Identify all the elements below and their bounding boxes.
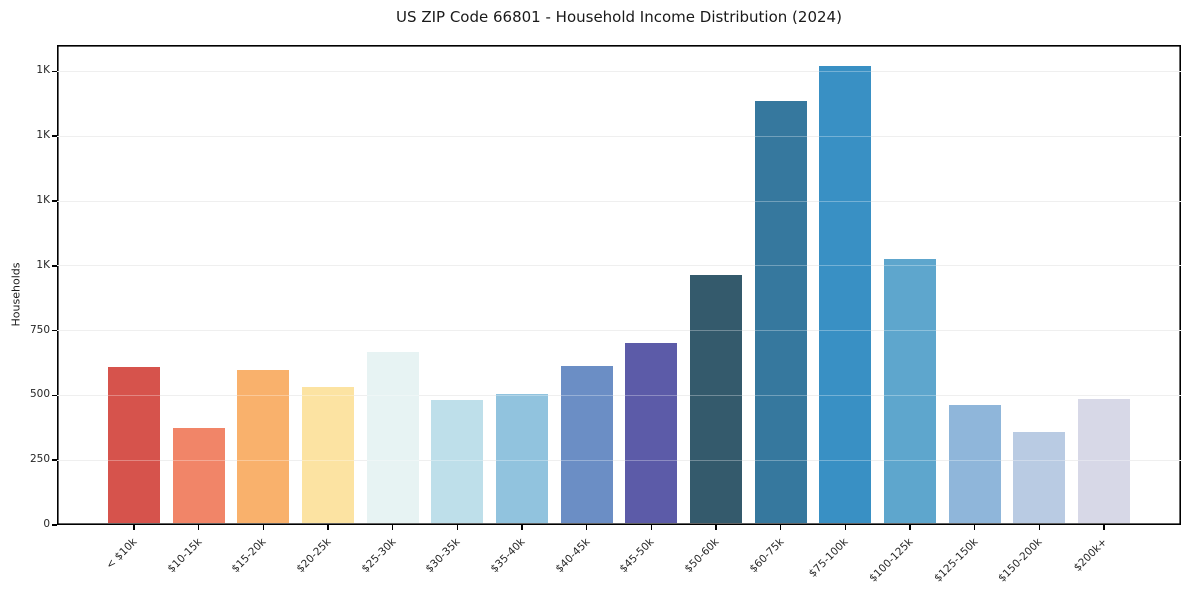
x-axis-tick-mark — [197, 525, 200, 530]
gridline — [57, 330, 1181, 332]
gridline-overlay — [57, 265, 1181, 267]
x-axis-tick-mark — [650, 525, 653, 530]
bar — [819, 65, 872, 524]
bar — [884, 259, 937, 524]
y-tick-label: 0 — [43, 518, 50, 530]
x-axis-tick-mark — [521, 525, 523, 530]
y-axis-tick-mark — [52, 459, 57, 461]
x-axis-tick-mark — [585, 525, 588, 530]
y-tick-label: 250 — [29, 453, 50, 466]
gridline-overlay — [57, 135, 1181, 137]
x-axis-tick-mark — [1103, 525, 1105, 530]
x-axis-tick-mark — [262, 525, 265, 530]
y-axis-tick-mark — [52, 524, 57, 526]
bar — [690, 274, 743, 524]
bar — [431, 399, 484, 524]
y-axis-tick-mark — [52, 329, 57, 332]
x-axis-tick-mark — [973, 525, 976, 530]
y-tick-label: 500 — [29, 388, 50, 401]
gridline — [57, 265, 1181, 267]
plot-area — [57, 45, 1181, 525]
chart-title: US ZIP Code 66801 - Household Income Dis… — [396, 8, 842, 26]
y-axis-tick-mark — [52, 394, 57, 397]
gridline-overlay — [57, 200, 1181, 202]
bar — [108, 366, 160, 524]
bar — [366, 352, 419, 524]
x-axis-tick-mark — [779, 525, 782, 530]
bar — [172, 427, 225, 524]
gridline — [57, 200, 1181, 202]
bar — [302, 386, 354, 524]
bar — [625, 343, 678, 524]
x-axis-tick-mark — [456, 525, 459, 530]
gridline-overlay — [57, 70, 1181, 72]
gridline — [57, 70, 1181, 72]
bar — [948, 405, 1001, 524]
bar — [560, 365, 613, 524]
x-axis-tick-mark — [909, 525, 911, 530]
y-axis-tick-mark — [52, 135, 57, 137]
x-axis-tick-mark — [327, 525, 329, 530]
bar — [237, 369, 290, 524]
bar — [496, 393, 549, 524]
gridline — [57, 459, 1181, 461]
x-axis-tick-mark — [391, 525, 394, 530]
y-tick-label: 1K — [36, 194, 50, 207]
y-tick-label: 1K — [36, 258, 50, 271]
y-tick-label: 1K — [36, 129, 50, 142]
bar — [1078, 399, 1131, 524]
gridline — [57, 394, 1181, 396]
y-axis-tick-mark — [52, 200, 57, 202]
y-tick-label: 750 — [29, 323, 50, 336]
bar — [754, 100, 807, 524]
x-axis-tick-mark — [1038, 525, 1041, 530]
gridline-overlay — [57, 394, 1181, 396]
x-tick-label: < $10k — [103, 536, 140, 572]
gridline — [57, 135, 1181, 137]
gridline-overlay — [57, 459, 1181, 461]
y-axis-tick-mark — [52, 265, 57, 267]
y-axis-tick-mark — [52, 70, 57, 73]
y-axis-label: Households — [9, 262, 23, 327]
y-tick-label: 1K — [36, 64, 50, 77]
gridline-overlay — [57, 330, 1181, 332]
x-axis-tick-mark — [133, 525, 135, 530]
x-axis-tick-mark — [715, 525, 717, 530]
x-axis-tick-mark — [844, 525, 847, 530]
bar — [1013, 432, 1066, 524]
